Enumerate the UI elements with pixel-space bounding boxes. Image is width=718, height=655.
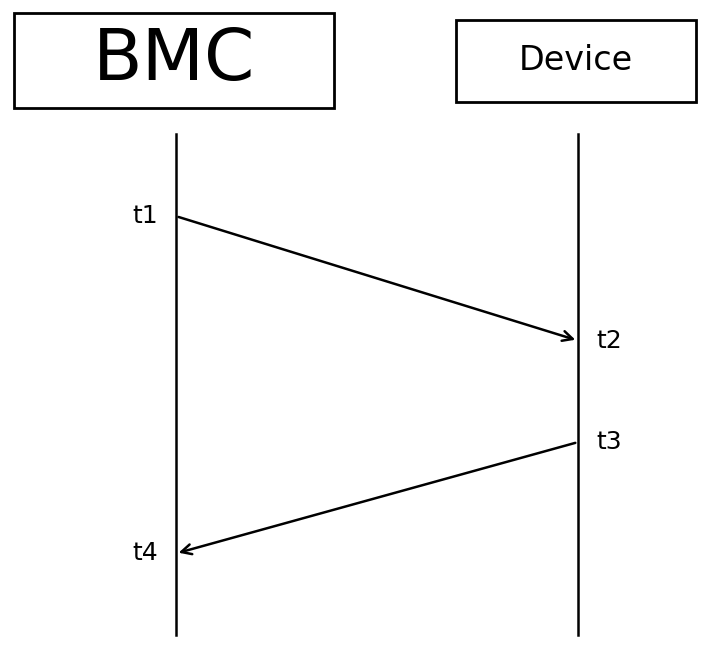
Text: Device: Device [519,44,633,77]
Text: t1: t1 [132,204,158,228]
Text: t4: t4 [132,542,158,565]
Text: t3: t3 [596,430,622,454]
Bar [14,13,334,108]
Text: BMC: BMC [93,26,256,95]
Bar [456,20,696,102]
Text: t2: t2 [596,329,622,352]
